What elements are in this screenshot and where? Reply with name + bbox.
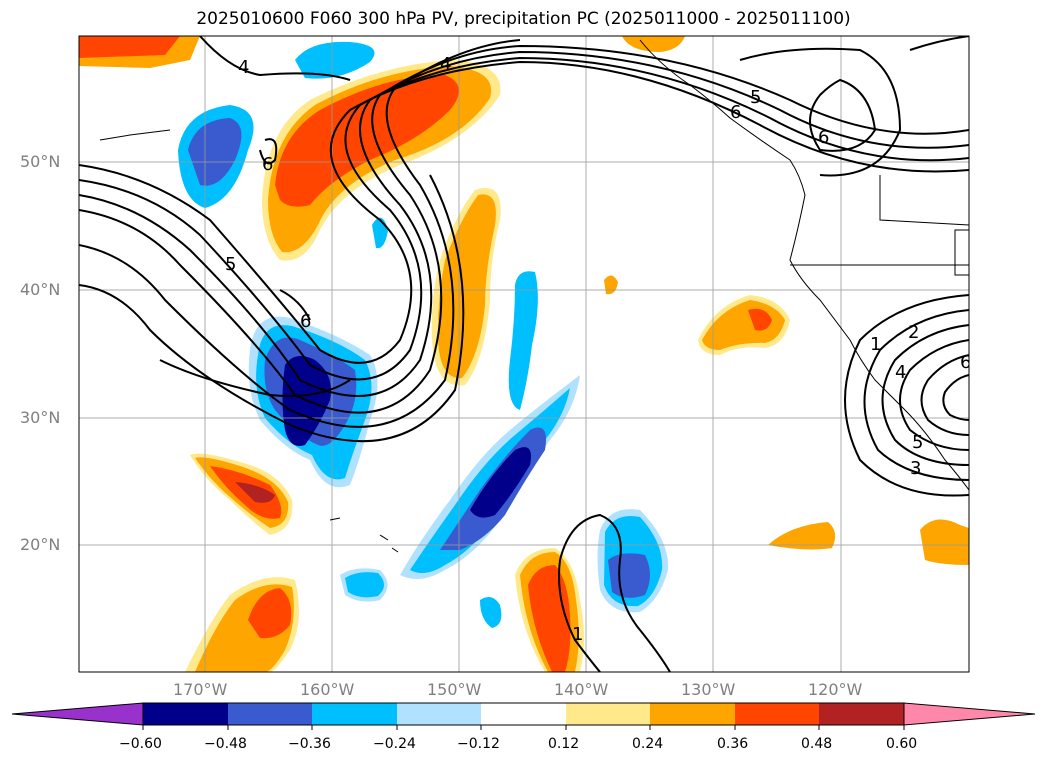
lon-label-160w: 160°W xyxy=(300,680,355,699)
colorbar-segment xyxy=(650,703,735,725)
graticule xyxy=(79,36,969,672)
contour-labels: 4 4 5 6 6 6 5 6 1 2 4 6 5 3 1 xyxy=(225,54,971,645)
colorbar-tick-label: −0.24 xyxy=(373,736,416,752)
contour-label: 6 xyxy=(730,102,741,123)
colorbar-segment xyxy=(819,703,904,725)
lon-label-150w: 150°W xyxy=(427,680,482,699)
colorbar-tick-label: −0.48 xyxy=(204,736,247,752)
colorbar-segment xyxy=(143,703,228,725)
contour-label: 2 xyxy=(908,322,919,343)
contour-label: 6 xyxy=(960,352,971,373)
contour-label: 3 xyxy=(910,458,921,479)
lat-label-20n: 20°N xyxy=(20,535,61,554)
colorbar-segment xyxy=(397,703,481,725)
lat-label-50n: 50°N xyxy=(20,152,61,171)
contour-label: 6 xyxy=(818,127,829,148)
lat-label-30n: 30°N xyxy=(20,408,61,427)
pv-contours xyxy=(79,36,969,672)
precip-shading xyxy=(79,36,969,672)
colorbar-segment xyxy=(903,702,1036,726)
map-frame xyxy=(78,35,970,673)
lat-label-40n: 40°N xyxy=(20,280,61,299)
colorbar-segment xyxy=(481,703,566,725)
contour-label: 1 xyxy=(572,624,583,645)
colorbar xyxy=(11,702,1036,730)
lon-label-130w: 130°W xyxy=(681,680,736,699)
colorbar-tick-label: 0.24 xyxy=(632,736,664,752)
contour-label: 5 xyxy=(912,432,923,453)
colorbar-tick-label: −0.12 xyxy=(457,736,500,752)
coastlines xyxy=(99,39,969,553)
contour-label: 5 xyxy=(225,254,236,275)
lon-label-120w: 120°W xyxy=(808,680,863,699)
colorbar-tick-label: 0.60 xyxy=(886,736,918,752)
colorbar-tick-label: −0.60 xyxy=(119,736,162,752)
map-title: 2025010600 F060 300 hPa PV, precipitatio… xyxy=(196,9,851,29)
contour-label: 4 xyxy=(895,362,906,383)
colorbar-tick-label: −0.36 xyxy=(288,736,331,752)
colorbar-segment xyxy=(312,703,397,725)
contour-label: 1 xyxy=(870,334,881,355)
colorbar-segment xyxy=(735,703,819,725)
colorbar-tick-label: 0.36 xyxy=(717,736,749,752)
contour-label: 4 xyxy=(238,57,249,78)
colorbar-segment xyxy=(228,703,312,725)
contour-label: 5 xyxy=(750,87,761,108)
contour-label: 4 xyxy=(440,54,451,75)
colorbar-tick-label: 0.48 xyxy=(801,736,833,752)
colorbar-segment xyxy=(566,703,650,725)
contour-label: 6 xyxy=(262,154,273,175)
lon-label-170w: 170°W xyxy=(173,680,228,699)
colorbar-segment xyxy=(11,702,144,726)
map-panel: 4 4 5 6 6 6 5 6 1 2 4 6 5 3 1 xyxy=(79,36,971,672)
contour-label: 6 xyxy=(300,311,311,332)
colorbar-tick-label: 0.12 xyxy=(548,736,580,752)
lon-label-140w: 140°W xyxy=(554,680,609,699)
